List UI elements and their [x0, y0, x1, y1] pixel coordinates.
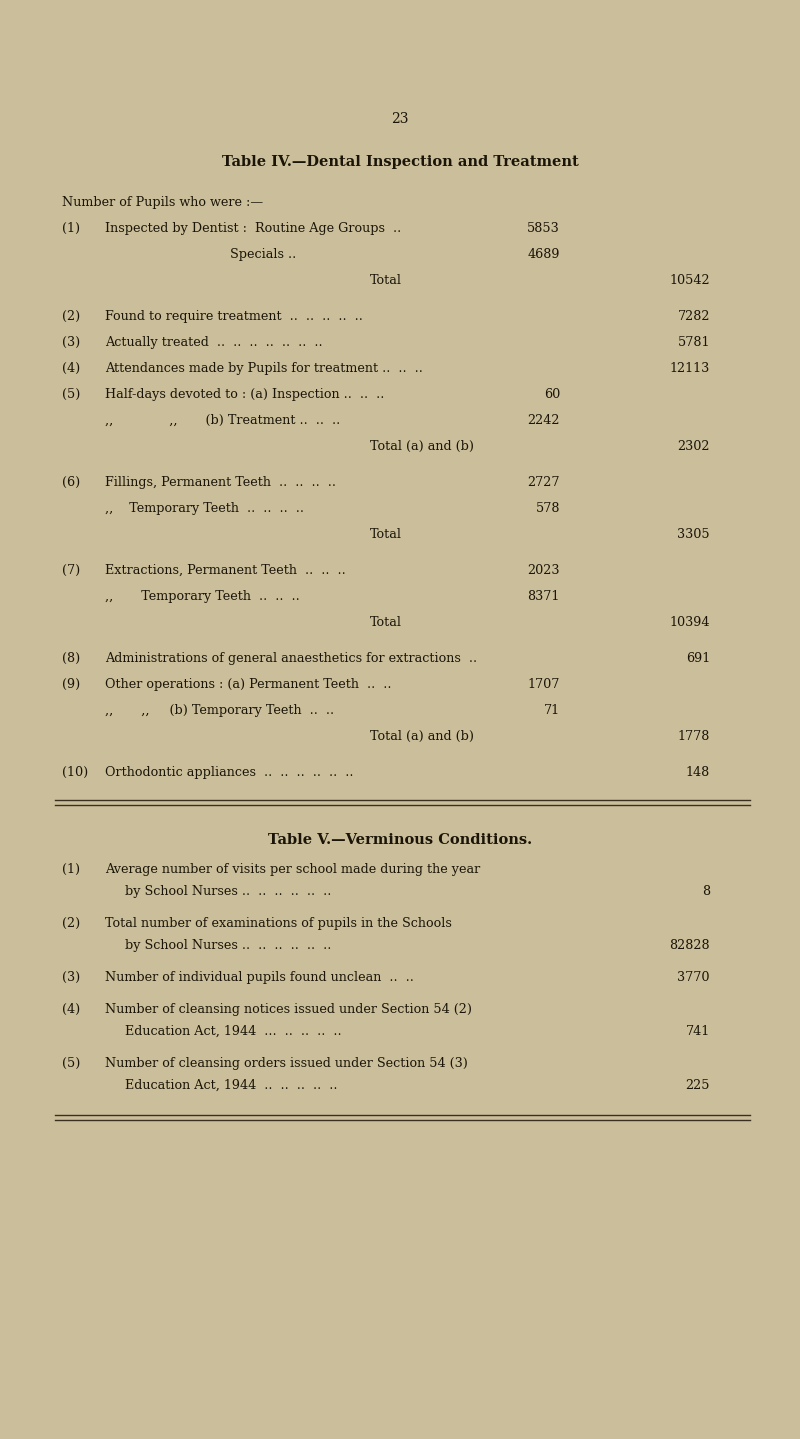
- Text: Attendances made by Pupils for treatment ..  ..  ..: Attendances made by Pupils for treatment…: [105, 363, 423, 376]
- Text: Found to require treatment  ..  ..  ..  ..  ..: Found to require treatment .. .. .. .. .…: [105, 309, 363, 322]
- Text: 12113: 12113: [670, 363, 710, 376]
- Text: 691: 691: [686, 652, 710, 665]
- Text: Half-days devoted to : (a) Inspection ..  ..  ..: Half-days devoted to : (a) Inspection ..…: [105, 389, 384, 401]
- Text: 2727: 2727: [527, 476, 560, 489]
- Text: 3770: 3770: [678, 971, 710, 984]
- Text: Number of cleansing orders issued under Section 54 (3): Number of cleansing orders issued under …: [105, 1058, 468, 1071]
- Text: Education Act, 1944  ..  ..  ..  ..  ..: Education Act, 1944 .. .. .. .. ..: [125, 1079, 338, 1092]
- Text: (6): (6): [62, 476, 80, 489]
- Text: 741: 741: [686, 1025, 710, 1038]
- Text: (7): (7): [62, 564, 80, 577]
- Text: (5): (5): [62, 389, 80, 401]
- Text: Other operations : (a) Permanent Teeth  ..  ..: Other operations : (a) Permanent Teeth .…: [105, 678, 391, 691]
- Text: ,,       ,,     (b) Temporary Teeth  ..  ..: ,, ,, (b) Temporary Teeth .. ..: [105, 704, 334, 717]
- Text: 225: 225: [686, 1079, 710, 1092]
- Text: Average number of visits per school made during the year: Average number of visits per school made…: [105, 863, 480, 876]
- Text: (2): (2): [62, 309, 80, 322]
- Text: by School Nurses ..  ..  ..  ..  ..  ..: by School Nurses .. .. .. .. .. ..: [125, 885, 331, 898]
- Text: 1778: 1778: [678, 730, 710, 743]
- Text: Education Act, 1944  ...  ..  ..  ..  ..: Education Act, 1944 ... .. .. .. ..: [125, 1025, 342, 1038]
- Text: (1): (1): [62, 863, 80, 876]
- Text: Fillings, Permanent Teeth  ..  ..  ..  ..: Fillings, Permanent Teeth .. .. .. ..: [105, 476, 336, 489]
- Text: Total number of examinations of pupils in the Schools: Total number of examinations of pupils i…: [105, 917, 452, 930]
- Text: Orthodontic appliances  ..  ..  ..  ..  ..  ..: Orthodontic appliances .. .. .. .. .. ..: [105, 766, 354, 778]
- Text: 82828: 82828: [670, 940, 710, 953]
- Text: ,,    Temporary Teeth  ..  ..  ..  ..: ,, Temporary Teeth .. .. .. ..: [105, 502, 304, 515]
- Text: (2): (2): [62, 917, 80, 930]
- Text: 5853: 5853: [527, 222, 560, 235]
- Text: 23: 23: [391, 112, 409, 127]
- Text: 2242: 2242: [527, 414, 560, 427]
- Text: Table V.—Verminous Conditions.: Table V.—Verminous Conditions.: [268, 833, 532, 848]
- Text: 578: 578: [535, 502, 560, 515]
- Text: 8371: 8371: [528, 590, 560, 603]
- Text: Number of individual pupils found unclean  ..  ..: Number of individual pupils found unclea…: [105, 971, 414, 984]
- Text: 60: 60: [544, 389, 560, 401]
- Text: 8: 8: [702, 885, 710, 898]
- Text: (1): (1): [62, 222, 80, 235]
- Text: (4): (4): [62, 363, 80, 376]
- Text: by School Nurses ..  ..  ..  ..  ..  ..: by School Nurses .. .. .. .. .. ..: [125, 940, 331, 953]
- Text: (10): (10): [62, 766, 88, 778]
- Text: Total: Total: [370, 616, 402, 629]
- Text: Specials ..: Specials ..: [230, 248, 296, 260]
- Text: (5): (5): [62, 1058, 80, 1071]
- Text: Total: Total: [370, 528, 402, 541]
- Text: Inspected by Dentist :  Routine Age Groups  ..: Inspected by Dentist : Routine Age Group…: [105, 222, 402, 235]
- Text: (8): (8): [62, 652, 80, 665]
- Text: Extractions, Permanent Teeth  ..  ..  ..: Extractions, Permanent Teeth .. .. ..: [105, 564, 346, 577]
- Text: (9): (9): [62, 678, 80, 691]
- Text: Actually treated  ..  ..  ..  ..  ..  ..  ..: Actually treated .. .. .. .. .. .. ..: [105, 335, 322, 350]
- Text: (3): (3): [62, 971, 80, 984]
- Text: 10394: 10394: [670, 616, 710, 629]
- Text: Table IV.—Dental Inspection and Treatment: Table IV.—Dental Inspection and Treatmen…: [222, 155, 578, 168]
- Text: Administrations of general anaesthetics for extractions  ..: Administrations of general anaesthetics …: [105, 652, 477, 665]
- Text: Total: Total: [370, 273, 402, 286]
- Text: 5781: 5781: [678, 335, 710, 350]
- Text: 4689: 4689: [527, 248, 560, 260]
- Text: Number of Pupils who were :—: Number of Pupils who were :—: [62, 196, 263, 209]
- Text: 2023: 2023: [527, 564, 560, 577]
- Text: ,,              ,,       (b) Treatment ..  ..  ..: ,, ,, (b) Treatment .. .. ..: [105, 414, 340, 427]
- Text: Total (a) and (b): Total (a) and (b): [370, 440, 474, 453]
- Text: Number of cleansing notices issued under Section 54 (2): Number of cleansing notices issued under…: [105, 1003, 472, 1016]
- Text: Total (a) and (b): Total (a) and (b): [370, 730, 474, 743]
- Text: 3305: 3305: [678, 528, 710, 541]
- Text: ,,       Temporary Teeth  ..  ..  ..: ,, Temporary Teeth .. .. ..: [105, 590, 300, 603]
- Text: 7282: 7282: [678, 309, 710, 322]
- Text: 1707: 1707: [528, 678, 560, 691]
- Text: 71: 71: [544, 704, 560, 717]
- Text: 10542: 10542: [670, 273, 710, 286]
- Text: (4): (4): [62, 1003, 80, 1016]
- Text: 148: 148: [686, 766, 710, 778]
- Text: (3): (3): [62, 335, 80, 350]
- Text: 2302: 2302: [678, 440, 710, 453]
